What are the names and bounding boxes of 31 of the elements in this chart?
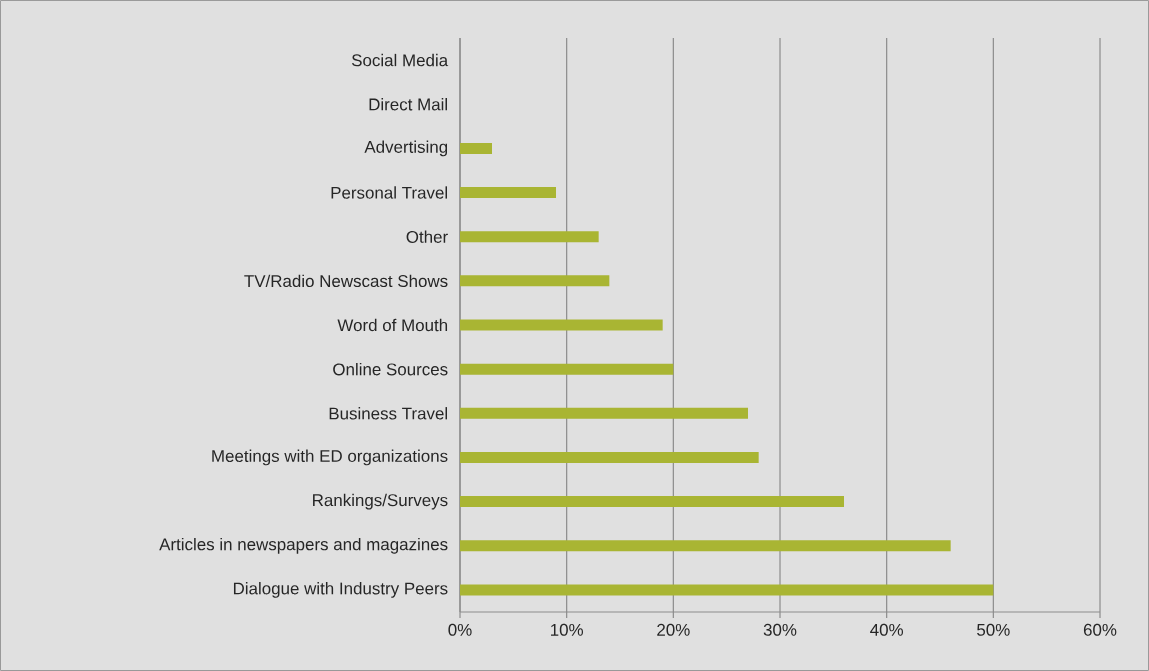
x-tick-label: 30% — [763, 623, 797, 636]
x-tick-label: 60% — [1083, 623, 1117, 636]
y-tick-label: Advertising — [364, 140, 448, 157]
bar — [460, 363, 674, 375]
bar — [460, 407, 748, 419]
y-tick-label: Word of Mouth — [337, 318, 448, 332]
bar — [460, 187, 556, 199]
bar — [460, 231, 599, 243]
y-tick-label: Meetings with ED organizations — [212, 449, 448, 466]
x-tick-label: 10% — [551, 623, 584, 636]
y-tick-label: Rankings/Surveys — [313, 493, 448, 510]
x-tick-label: 40% — [870, 623, 904, 636]
y-tick-label: Direct Mail — [369, 98, 447, 111]
bar — [460, 319, 663, 331]
bar — [460, 496, 844, 508]
bar — [460, 451, 759, 463]
y-tick-label: Personal Travel — [331, 186, 448, 199]
bar — [460, 142, 492, 154]
y-tick-label: Articles in newspapers and magazines — [159, 537, 448, 554]
bar — [460, 584, 994, 596]
y-tick-label: Dialogue with Industry Peers — [233, 582, 448, 598]
y-tick-label: TV/Radio Newscast Shows — [244, 274, 448, 288]
x-tick-label: 0% — [448, 623, 472, 636]
bar — [460, 540, 951, 552]
y-tick-label: Social Media — [351, 53, 449, 67]
y-tick-label: Business Travel — [329, 407, 448, 420]
x-tick-label: 20% — [657, 623, 690, 636]
bar — [460, 275, 610, 287]
y-tick-label: Online Sources — [333, 362, 448, 376]
y-tick-label: Other — [406, 230, 448, 243]
x-tick-label: 50% — [977, 623, 1010, 636]
